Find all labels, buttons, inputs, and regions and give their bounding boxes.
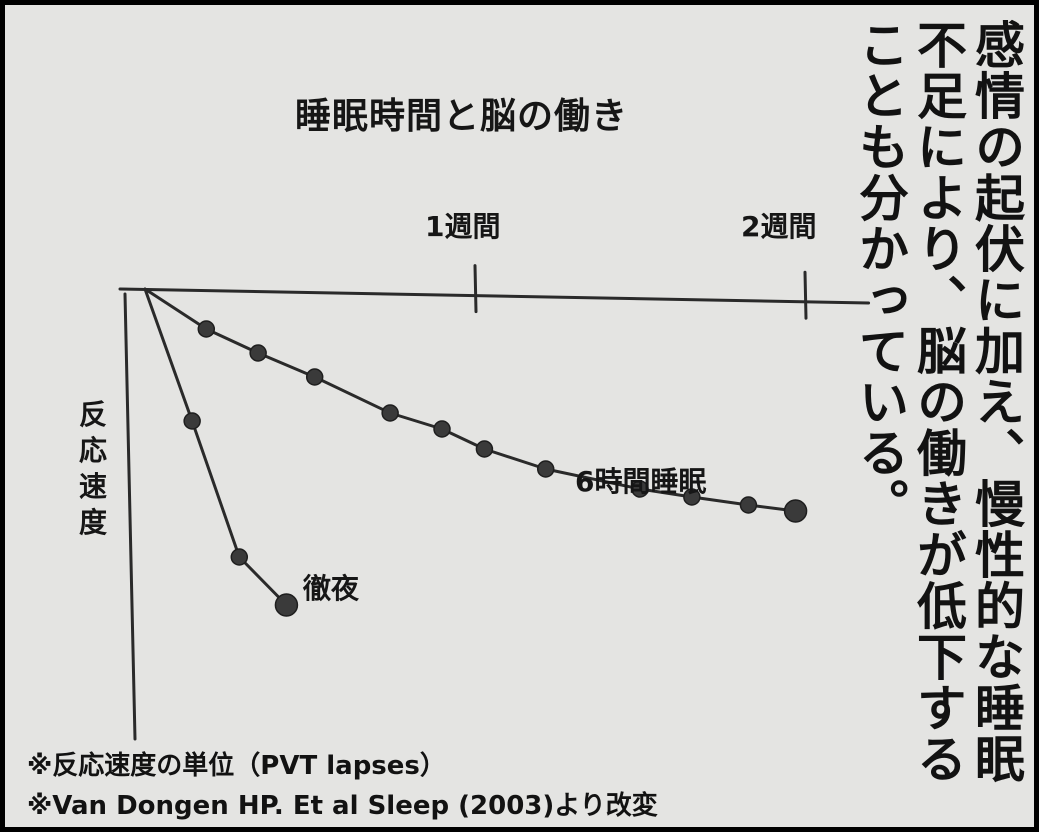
- data-point-s0-10: [739, 496, 758, 514]
- note-unit: ※反応速度の単位（PVT lapses）: [27, 751, 446, 781]
- data-point-s0-3: [305, 368, 324, 386]
- x-tick-mark-0: [473, 264, 478, 314]
- data-point-s1-3: [274, 593, 299, 617]
- series-label-6-hour-sleep: 6時間睡眠: [575, 465, 707, 498]
- series-line-1: [143, 287, 288, 607]
- x-tick-label-2-weeks: 2週間: [741, 210, 817, 243]
- chart-plot: [118, 264, 871, 741]
- narration-text: 感情の起伏に加え、慢性的な睡眠不足により、脳の働きが低下することも分かっている。: [851, 19, 1025, 784]
- x-axis-line: [118, 287, 871, 305]
- series-label-all-nighter: 徹夜: [303, 572, 360, 605]
- data-point-s0-6: [475, 440, 494, 458]
- data-point-s1-1: [183, 412, 201, 430]
- x-tick-mark-1: [803, 270, 808, 320]
- data-point-s0-11: [783, 499, 808, 523]
- chart-title: 睡眠時間と脳の働き: [295, 96, 629, 137]
- y-axis-label: 反応速度: [78, 398, 107, 539]
- data-point-s0-7: [536, 460, 555, 478]
- data-point-s0-8: [631, 480, 649, 498]
- data-point-s0-1: [197, 320, 216, 338]
- x-tick-label-1-week: 1週間: [425, 210, 501, 243]
- data-point-s0-4: [381, 404, 399, 422]
- data-point-s0-2: [249, 344, 267, 362]
- series-line-0: [143, 287, 798, 513]
- data-point-s1-2: [230, 548, 249, 566]
- comic-panel: 睡眠時間と脳の働き 1週間 2週間 反応速度 6時間睡眠 徹夜 感情の起伏に加え…: [5, 5, 1034, 827]
- data-point-s0-5: [433, 420, 451, 438]
- y-axis-line: [123, 292, 137, 741]
- data-point-s0-9: [683, 488, 701, 506]
- note-source: ※Van Dongen HP. Et al Sleep (2003)より改変: [27, 791, 658, 821]
